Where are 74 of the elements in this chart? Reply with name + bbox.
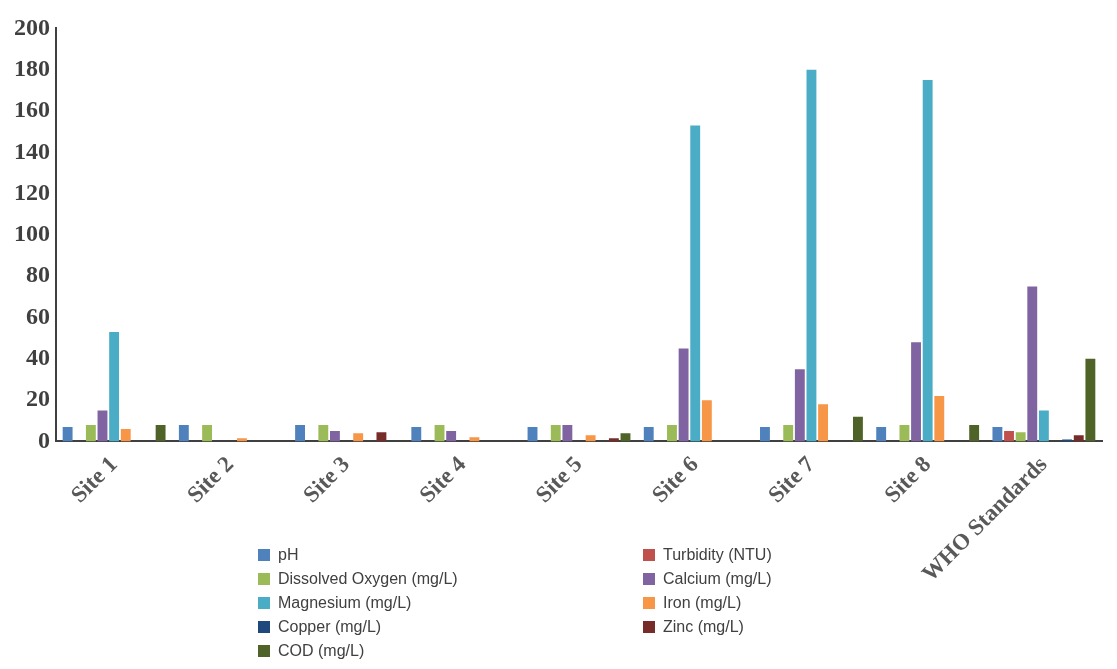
- bar: [806, 69, 817, 442]
- y-tick-label: 140: [14, 137, 50, 164]
- legend-label: pH: [278, 546, 299, 564]
- bar: [1073, 435, 1084, 442]
- y-tick-label: 160: [14, 96, 50, 123]
- y-tick-label: 80: [26, 261, 50, 288]
- bar: [446, 431, 457, 442]
- legend-label: Turbidity (NTU): [663, 546, 772, 564]
- x-tick-label: Site 3: [298, 451, 355, 508]
- bar: [701, 400, 712, 442]
- y-tick-label: 40: [26, 344, 50, 371]
- bar: [329, 431, 340, 442]
- legend-label: Copper (mg/L): [278, 618, 382, 636]
- bar: [608, 438, 619, 442]
- bar: [818, 404, 829, 442]
- bar: [1062, 439, 1073, 442]
- bar: [934, 396, 945, 442]
- bar: [120, 429, 131, 442]
- bar: [318, 424, 329, 442]
- bar: [852, 416, 863, 442]
- x-tick-label: Site 6: [646, 451, 703, 508]
- legend-label: Calcium (mg/L): [663, 570, 772, 588]
- y-tick-label: 100: [14, 220, 50, 247]
- y-tick-label: 20: [26, 385, 50, 412]
- bar: [690, 125, 701, 442]
- bar: [353, 433, 364, 442]
- bar: [969, 424, 980, 442]
- legend-label: Iron (mg/L): [663, 594, 742, 612]
- y-tick-label: 180: [14, 54, 50, 81]
- bar: [643, 426, 654, 442]
- bar: [876, 426, 887, 442]
- bar: [899, 424, 910, 442]
- bar: [1027, 286, 1038, 442]
- bar: [992, 426, 1003, 442]
- bar: [783, 424, 794, 442]
- x-tick-label: Site 2: [181, 451, 239, 508]
- bar: [469, 437, 480, 442]
- bar: [109, 331, 120, 442]
- bar: [97, 410, 108, 442]
- bar: [922, 80, 933, 442]
- legend-label: Dissolved Oxygen (mg/L): [278, 570, 458, 588]
- x-tick-label: Site 7: [763, 451, 820, 508]
- bar: [760, 426, 770, 442]
- bar: [667, 424, 677, 442]
- bar: [911, 342, 921, 442]
- bar: [202, 424, 213, 442]
- y-tick-label: 120: [14, 178, 50, 205]
- x-tick-label: Site 1: [65, 451, 122, 508]
- y-tick-label: 200: [14, 13, 50, 40]
- bar: [794, 369, 805, 442]
- bar: [85, 424, 96, 442]
- legend-label: Magnesium (mg/L): [278, 594, 412, 612]
- x-tick-label: Site 5: [530, 451, 587, 508]
- bar: [1004, 431, 1014, 442]
- bar: [295, 424, 306, 442]
- legend-label: Zinc (mg/L): [663, 618, 744, 636]
- bar: [1038, 410, 1049, 442]
- bar: [237, 438, 247, 442]
- bar: [678, 348, 689, 442]
- y-tick-label: 60: [26, 302, 50, 329]
- bar: [550, 424, 561, 442]
- bar: [1015, 432, 1026, 442]
- bar: [411, 426, 422, 442]
- x-tick-label: Site 8: [879, 451, 936, 508]
- x-tick-label: Site 4: [414, 450, 471, 508]
- bar: [1085, 358, 1096, 442]
- bar: [155, 424, 166, 442]
- y-tick-label: 0: [38, 426, 50, 453]
- bar: [562, 424, 573, 442]
- legend-label: COD (mg/L): [278, 642, 365, 660]
- bar: [62, 426, 73, 442]
- bar: [376, 432, 387, 442]
- bar: [585, 435, 596, 442]
- bar: [178, 424, 189, 442]
